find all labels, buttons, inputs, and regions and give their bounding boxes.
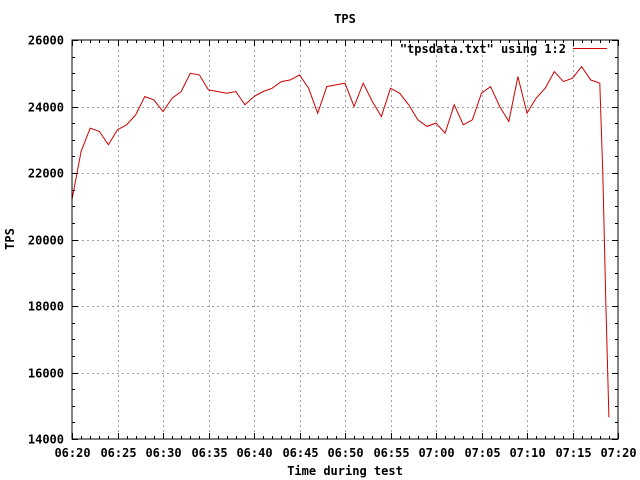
- x-tick-label: 06:40: [236, 446, 272, 460]
- x-tick-label: 07:05: [464, 446, 500, 460]
- tick-labels: 14000 16000 18000 20000 22000 24000 26000 06:20…: [28, 34, 637, 461]
- x-tick-label: 06:20: [54, 446, 90, 460]
- x-tick-label: 07:20: [600, 446, 636, 460]
- y-axis-label: TPS: [3, 228, 17, 250]
- x-tick-label: 07:15: [555, 446, 591, 460]
- x-axis-label: Time during test: [287, 464, 403, 478]
- x-tick-label: 06:35: [191, 446, 227, 460]
- series-layer: [71, 65, 610, 418]
- y-tick-label: 22000: [28, 167, 64, 181]
- x-tick-label: 06:45: [282, 446, 318, 460]
- x-tick-label: 07:10: [509, 446, 545, 460]
- x-tick-label: 07:00: [418, 446, 454, 460]
- y-tick-label: 24000: [28, 101, 64, 115]
- y-tick-label: 26000: [28, 34, 64, 48]
- x-tick-label: 06:25: [100, 446, 136, 460]
- y-tick-label: 20000: [28, 234, 64, 248]
- legend: "tpsdata.txt" using 1:2: [400, 42, 607, 56]
- plot-border: [71, 39, 619, 440]
- grid-lines: [72, 40, 618, 439]
- x-tick-label: 06:50: [327, 446, 363, 460]
- series-line: [71, 65, 610, 418]
- legend-entry-label: "tpsdata.txt" using 1:2: [400, 42, 566, 56]
- chart-title: TPS: [334, 12, 356, 26]
- y-tick-label: 16000: [28, 367, 64, 381]
- x-tick-label: 06:30: [145, 446, 181, 460]
- y-tick-label: 14000: [28, 433, 64, 447]
- x-tick-label: 06:55: [373, 446, 409, 460]
- y-tick-label: 18000: [28, 300, 64, 314]
